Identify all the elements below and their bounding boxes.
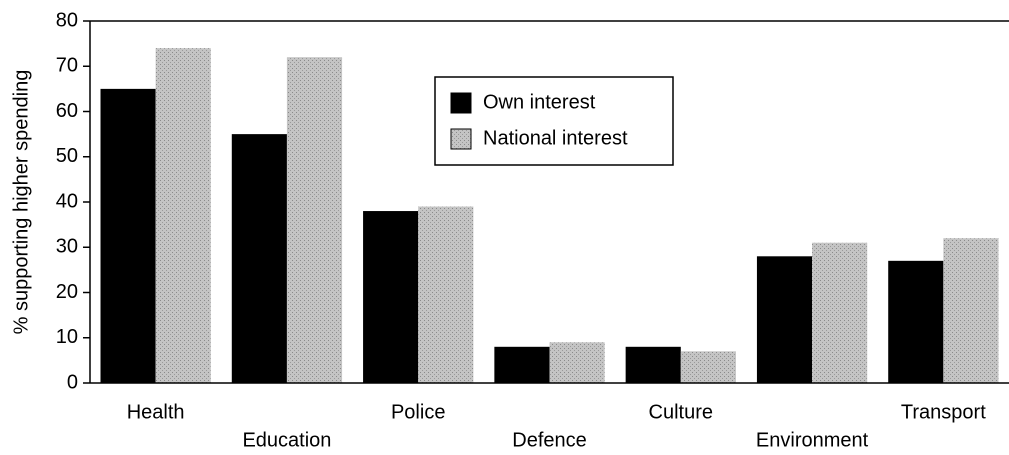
y-tick-label: 30 bbox=[56, 236, 78, 258]
bar bbox=[812, 242, 868, 383]
bar bbox=[625, 346, 681, 383]
bar bbox=[943, 238, 999, 383]
bar bbox=[100, 88, 156, 383]
y-tick-label: 0 bbox=[67, 371, 78, 393]
x-tick-label: Defence bbox=[512, 429, 587, 451]
bar bbox=[286, 57, 343, 383]
y-tick-label: 50 bbox=[56, 145, 78, 167]
legend-swatch bbox=[450, 92, 472, 114]
legend-label: Own interest bbox=[483, 91, 596, 113]
y-tick-label: 20 bbox=[56, 281, 78, 303]
bar bbox=[888, 260, 944, 383]
bar bbox=[494, 346, 550, 383]
bar bbox=[155, 48, 211, 384]
bar bbox=[231, 134, 287, 383]
y-tick-label: 40 bbox=[56, 190, 78, 212]
bar bbox=[680, 351, 736, 383]
bar bbox=[363, 211, 419, 383]
legend-label: National interest bbox=[483, 127, 628, 149]
x-tick-label: Transport bbox=[901, 401, 986, 423]
x-tick-label: Health bbox=[127, 401, 185, 423]
bar bbox=[549, 342, 605, 383]
bar bbox=[756, 256, 813, 383]
x-tick-label: Police bbox=[391, 401, 445, 423]
x-tick-label: Culture bbox=[649, 401, 713, 423]
y-axis-label: % supporting higher spending bbox=[10, 70, 32, 335]
legend-swatch bbox=[450, 128, 472, 150]
y-tick-label: 60 bbox=[56, 100, 78, 122]
bar bbox=[418, 206, 474, 383]
legend-box bbox=[434, 76, 674, 166]
y-tick-label: 10 bbox=[56, 326, 78, 348]
x-tick-label: Education bbox=[242, 429, 331, 451]
y-tick-label: 70 bbox=[56, 55, 78, 77]
x-tick-label: Environment bbox=[756, 429, 869, 451]
y-tick-label: 80 bbox=[56, 9, 78, 31]
